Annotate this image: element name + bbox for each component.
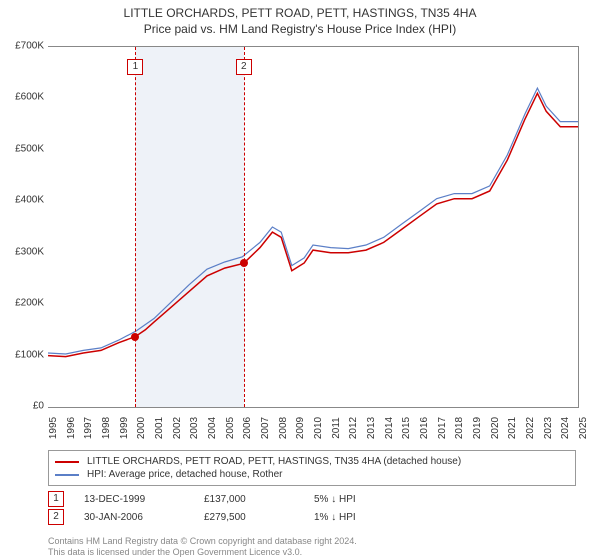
y-axis: £0£100K£200K£300K£400K£500K£600K£700K [0, 46, 46, 406]
legend-row: HPI: Average price, detached house, Roth… [55, 468, 569, 481]
legend-label: HPI: Average price, detached house, Roth… [87, 469, 283, 480]
sales-marker: 2 [48, 509, 64, 525]
x-tick-label: 1999 [119, 417, 130, 439]
x-axis: 1995 1996 1997 1998 1999 2000 2001 2002 2003 2004… [48, 406, 578, 446]
chart-container: LITTLE ORCHARDS, PETT ROAD, PETT, HASTIN… [0, 0, 600, 560]
x-tick-label: 2005 [225, 417, 236, 439]
sales-pct: 1% ↓ HPI [314, 512, 414, 523]
series-hpi [48, 88, 578, 354]
x-tick-label: 2021 [507, 417, 518, 439]
sales-table: 1 13-DEC-1999£137,0005% ↓ HPI 2 30-JAN-2006… [48, 490, 414, 526]
marker-dot [240, 259, 248, 267]
marker-box: 1 [127, 59, 143, 75]
x-tick-label: 1998 [101, 417, 112, 439]
x-tick-label: 2009 [295, 417, 306, 439]
title-main: LITTLE ORCHARDS, PETT ROAD, PETT, HASTIN… [0, 6, 600, 20]
x-tick-label: 2003 [189, 417, 200, 439]
x-tick-label: 2024 [560, 417, 571, 439]
title-block: LITTLE ORCHARDS, PETT ROAD, PETT, HASTIN… [0, 0, 600, 36]
marker-box: 2 [236, 59, 252, 75]
sales-marker: 1 [48, 491, 64, 507]
marker-dot [131, 333, 139, 341]
footer-line1: Contains HM Land Registry data © Crown c… [48, 536, 357, 547]
sales-price: £279,500 [204, 512, 314, 523]
chart-svg [48, 47, 578, 407]
sales-row: 2 30-JAN-2006£279,5001% ↓ HPI [48, 508, 414, 526]
sales-date: 30-JAN-2006 [84, 512, 204, 523]
x-tick-label: 2006 [242, 417, 253, 439]
y-tick-label: £500K [15, 143, 44, 154]
title-sub: Price paid vs. HM Land Registry's House … [0, 22, 600, 36]
x-tick-label: 2013 [366, 417, 377, 439]
x-tick-label: 2014 [384, 417, 395, 439]
x-tick-label: 2007 [260, 417, 271, 439]
x-tick-label: 1997 [83, 417, 94, 439]
legend: LITTLE ORCHARDS, PETT ROAD, PETT, HASTIN… [48, 450, 576, 486]
x-tick-label: 2012 [348, 417, 359, 439]
legend-swatch [55, 461, 79, 463]
sales-date: 13-DEC-1999 [84, 494, 204, 505]
x-tick-label: 2001 [154, 417, 165, 439]
x-tick-label: 2020 [490, 417, 501, 439]
x-tick-label: 2016 [419, 417, 430, 439]
x-tick-label: 2011 [331, 417, 342, 439]
sales-row: 1 13-DEC-1999£137,0005% ↓ HPI [48, 490, 414, 508]
x-tick-label: 2010 [313, 417, 324, 439]
marker-line [135, 47, 136, 407]
chart-area: 12 [48, 46, 579, 408]
x-tick-label: 2022 [525, 417, 536, 439]
x-tick-label: 2004 [207, 417, 218, 439]
x-tick-label: 2019 [472, 417, 483, 439]
x-tick-label: 2000 [136, 417, 147, 439]
x-tick-label: 2017 [437, 417, 448, 439]
y-tick-label: £0 [33, 401, 44, 412]
legend-swatch [55, 474, 79, 476]
y-tick-label: £700K [15, 41, 44, 52]
x-tick-label: 1996 [66, 417, 77, 439]
y-tick-label: £100K [15, 349, 44, 360]
y-tick-label: £400K [15, 195, 44, 206]
x-tick-label: 1995 [48, 417, 59, 439]
marker-line [244, 47, 245, 407]
x-tick-label: 2002 [172, 417, 183, 439]
x-tick-label: 2018 [454, 417, 465, 439]
x-tick-label: 2015 [401, 417, 412, 439]
series-property [48, 93, 578, 356]
legend-label: LITTLE ORCHARDS, PETT ROAD, PETT, HASTIN… [87, 456, 461, 467]
x-tick-label: 2008 [278, 417, 289, 439]
y-tick-label: £200K [15, 298, 44, 309]
legend-row: LITTLE ORCHARDS, PETT ROAD, PETT, HASTIN… [55, 455, 569, 468]
sales-pct: 5% ↓ HPI [314, 494, 414, 505]
x-tick-label: 2023 [543, 417, 554, 439]
sales-price: £137,000 [204, 494, 314, 505]
x-tick-label: 2025 [578, 417, 589, 439]
y-tick-label: £600K [15, 92, 44, 103]
y-tick-label: £300K [15, 246, 44, 257]
footer: Contains HM Land Registry data © Crown c… [48, 536, 357, 558]
footer-line2: This data is licensed under the Open Gov… [48, 547, 357, 558]
